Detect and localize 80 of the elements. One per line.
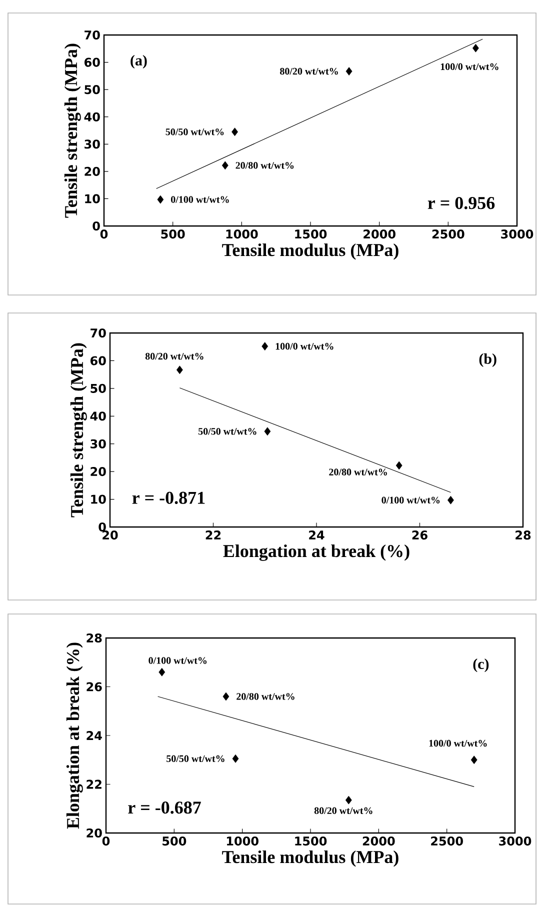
y-tick-label: 20 [90, 467, 106, 476]
x-tick-label: 26 [412, 530, 428, 540]
x-tick-label: 2500 [431, 836, 463, 846]
x-tick-label: 28 [516, 530, 531, 540]
point [448, 496, 454, 504]
x-axis-title: Tensile modulus (MPa) [222, 243, 398, 260]
annotation: (a) [130, 54, 147, 69]
annotation: 50/50 wt/wt% [166, 128, 224, 136]
point [470, 756, 478, 764]
point [222, 692, 230, 701]
y-tick-label: 50 [90, 384, 106, 393]
x-tick-label: 1000 [226, 230, 258, 239]
y-tick-label: 22 [86, 780, 102, 789]
point [222, 161, 228, 170]
y-axis-title: Elongation at break (%) [66, 642, 83, 829]
annotation: 100/0 wt/wt% [276, 342, 334, 350]
point [232, 128, 238, 136]
point [158, 668, 166, 676]
x-axis-title: Tensile modulus (MPa) [222, 850, 398, 867]
annotation: 80/20 wt/wt% [280, 68, 338, 75]
annotation: 20/80 wt/wt% [236, 162, 294, 169]
x-tick-label: 20 [102, 530, 118, 540]
x-axis-title: Elongation at break (%) [223, 544, 410, 561]
y-tick-label: 30 [90, 439, 106, 448]
annotation: 100/0 wt/wt% [440, 63, 498, 70]
y-axis-title: Tensile strength (MPa) [64, 44, 81, 218]
point [264, 427, 271, 436]
x-tick-label: 1500 [295, 836, 327, 846]
y-tick-label: 0 [92, 221, 100, 231]
y-tick-label: 30 [84, 140, 100, 149]
point [262, 342, 268, 351]
y-tick-label: 20 [86, 828, 102, 838]
annotation: 100/0 wt/wt% [429, 740, 487, 747]
annotation: (b) [479, 353, 496, 367]
y-tick-label: 70 [90, 328, 106, 338]
y-tick-label: 24 [86, 731, 102, 740]
annotation: 20/80 wt/wt% [329, 468, 387, 476]
y-tick-label: 50 [84, 85, 100, 94]
annotation: 80/20 wt/wt% [145, 352, 204, 360]
annotation: 80/20 wt/wt% [314, 807, 372, 814]
x-tick-label: 2000 [364, 230, 396, 239]
x-tick-label: 2500 [432, 230, 464, 239]
annotation: 0/100 wt/wt% [171, 196, 229, 203]
x-tick-label: 500 [162, 836, 186, 846]
y-tick-label: 60 [84, 58, 100, 67]
annotation: 50/50 wt/wt% [166, 755, 224, 762]
annotation: 0/100 wt/wt% [382, 496, 440, 504]
point [157, 195, 164, 204]
annotation: 20/80 wt/wt% [236, 693, 294, 700]
annotation: r = 0.956 [428, 196, 495, 210]
y-tick-label: 10 [85, 194, 100, 204]
point [346, 67, 352, 76]
point [345, 796, 352, 804]
point [232, 754, 239, 763]
annotation: (c) [473, 658, 489, 672]
x-tick-label: 3000 [499, 836, 532, 846]
y-tick-label: 60 [90, 356, 106, 366]
y-tick-label: 10 [91, 494, 106, 504]
annotation: 50/50 wt/wt% [198, 428, 256, 435]
x-tick-label: 24 [309, 530, 324, 540]
y-tick-label: 20 [84, 166, 100, 176]
point [472, 44, 479, 52]
y-tick-label: 70 [84, 30, 100, 40]
y-tick-label: 0 [98, 522, 106, 532]
x-tick-label: 3000 [501, 230, 534, 239]
x-tick-label: 2000 [362, 836, 395, 846]
x-tick-label: 1500 [295, 230, 327, 239]
point [396, 461, 402, 470]
annotation: 0/100 wt/wt% [148, 657, 207, 664]
y-tick-label: 26 [86, 682, 102, 692]
x-tick-label: 22 [206, 530, 221, 540]
x-tick-label: 500 [161, 230, 185, 239]
y-tick-label: 28 [86, 633, 102, 643]
y-tick-label: 40 [84, 112, 100, 122]
annotation: r = -0.871 [132, 492, 205, 504]
point [176, 366, 183, 374]
y-axis-title: Tensile strength (MPa) [70, 343, 87, 518]
y-tick-label: 40 [90, 412, 106, 421]
x-tick-label: 1000 [226, 836, 258, 846]
annotation: r = -0.687 [128, 802, 201, 814]
